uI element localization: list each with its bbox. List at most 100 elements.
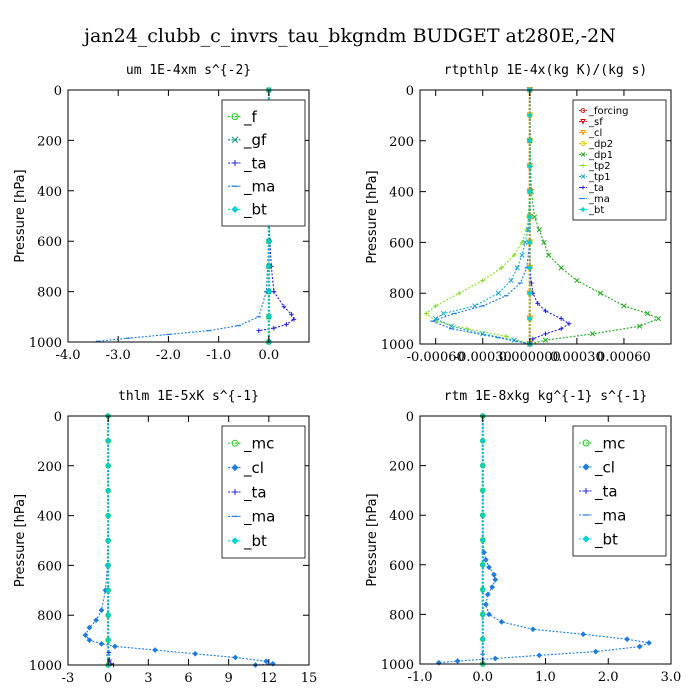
panel-2-dp1-point xyxy=(558,265,564,271)
panel-4-xtick-label: 1.0 xyxy=(535,670,556,685)
panel-2-series-bt xyxy=(526,87,533,347)
panel-2-dp1-point xyxy=(589,331,596,337)
panel-1-ta-point xyxy=(281,304,287,310)
panel-3-xtick-label: -3 xyxy=(62,671,75,686)
panel-4-title: rtm 1E-8xkg kg^{-1} s^{-1} xyxy=(444,389,648,404)
panel-3-legend-label: _ta xyxy=(243,483,267,502)
panel-2-dp1-point xyxy=(542,337,549,343)
panel-2-ylabel: Pressure [hPa] xyxy=(365,170,380,263)
panel-2-ytick-label: 400 xyxy=(389,186,414,201)
panel-3-cl-point xyxy=(98,607,105,614)
panel-2-tp2-point xyxy=(433,303,438,309)
panel-2-title: rtpthlp 1E-4x(kg K)/(kg s) xyxy=(444,63,648,78)
panel-1-legend-marker xyxy=(231,113,239,121)
panel-2-tp1-point xyxy=(514,265,520,271)
panel-2-tp1-point xyxy=(440,310,447,317)
panel-2-ta-point xyxy=(566,321,572,326)
panel-2-series-tp2 xyxy=(423,87,533,347)
panel-2-tp1-point xyxy=(480,331,486,337)
panel-2-legend-label: _tp1 xyxy=(588,172,611,183)
panel-3-ytick-label: 400 xyxy=(37,510,62,525)
panel-4-cl-point xyxy=(636,643,643,650)
panel-4-xtick-label: 0.0 xyxy=(472,670,493,685)
panel-2-legend-label: _dp1 xyxy=(588,150,613,161)
panel-4-cl-point xyxy=(483,556,489,563)
panel-2-bt-point xyxy=(526,163,533,170)
panel-1-ytick-label: 200 xyxy=(37,134,62,149)
panel-3-bt-point xyxy=(105,512,112,519)
panel-3-ylabel: Pressure [hPa] xyxy=(13,494,28,587)
panel-2-legend-label: _sf xyxy=(588,117,603,128)
panel-4-xtick-label: 2.0 xyxy=(598,670,619,685)
panel-2-legend-label: _dp2 xyxy=(588,139,613,150)
panel-4-cl-point xyxy=(646,640,652,646)
panel-4-cl-point xyxy=(492,576,499,583)
panel-2-legend-label: _bt xyxy=(588,205,604,216)
panel-1-bt-point xyxy=(265,313,272,320)
panel-1-xtick-label: -3.0 xyxy=(106,348,131,363)
panel-1-legend-marker xyxy=(231,136,239,144)
panel-1-ta-point xyxy=(256,328,262,333)
panel-3-bt-point xyxy=(105,537,112,544)
panel-4-cl-point xyxy=(454,658,461,664)
panel-2-dp1-point xyxy=(574,277,580,284)
panel-3-bt-point xyxy=(105,587,112,594)
panel-4-legend-label: _bt xyxy=(594,530,618,549)
panel-1-ytick-label: 0 xyxy=(54,84,62,99)
panel-4-bt-point xyxy=(479,561,486,568)
panel-3-legend: _mc _cl _ta _ma _bt xyxy=(221,425,306,559)
panel-3-ytick-label: 800 xyxy=(37,609,62,624)
panel-2-series-dp1 xyxy=(527,87,662,347)
panel-4-cl-point xyxy=(491,571,497,578)
panel-4-bt-point xyxy=(479,537,486,543)
panel-3-cl-point xyxy=(86,624,93,631)
panel-4-cl-point xyxy=(624,636,630,643)
panel-3-cl-point xyxy=(93,617,99,624)
panel-3-cl-point xyxy=(98,640,105,647)
panel-3: thlm 1E-5xK s^{-1} Pressure [hPa] -3 0 3 6 9 12… xyxy=(13,389,317,686)
panel-4-ytick-label: 200 xyxy=(389,460,414,475)
panel-1-frame xyxy=(67,89,310,343)
panel-4-cl-point xyxy=(498,618,505,625)
panel-4-cl-point xyxy=(483,601,489,608)
panel-2-tp2-point xyxy=(423,311,429,316)
panel-3-ytick-label: 200 xyxy=(37,460,62,475)
panel-4-cl-point xyxy=(536,652,543,659)
panel-3-ta-point xyxy=(106,650,112,655)
panel-3-bt-point xyxy=(105,487,112,494)
panel-1-xtick-label: -4.0 xyxy=(55,348,80,363)
panel-2-dp1-point xyxy=(636,323,643,329)
panel-2-legend-box xyxy=(572,99,667,221)
panel-2-bt-point xyxy=(526,112,533,119)
panel-1-ytick-label: 800 xyxy=(37,286,62,301)
panel-4-cl-point xyxy=(486,611,492,618)
panel-1-xtick-label: -1.0 xyxy=(206,348,231,363)
panel-3-bt-point xyxy=(105,562,112,569)
panel-4-cl-point xyxy=(486,564,492,571)
panel-2-legend-marker xyxy=(580,108,586,113)
panel-3-xtick-label: 0 xyxy=(104,671,112,686)
panel-3-cl-point xyxy=(269,660,276,667)
panel-4-ytick-label: 1000 xyxy=(381,658,414,673)
panel-2-legend-label: _forcing xyxy=(588,106,629,117)
panel-2-dp1-point xyxy=(621,303,627,309)
panel-2-legend-label: _ta xyxy=(588,183,604,194)
panel-2-legend-label: _ma xyxy=(588,194,610,205)
panel-1-xtick-label: 0.0 xyxy=(258,348,279,363)
panel-1-title: um 1E-4xm s^{-2} xyxy=(126,63,251,78)
panel-2-dp1-point xyxy=(655,315,662,322)
panel-4-bt-point xyxy=(479,487,486,494)
panel-4-bt-point xyxy=(479,437,486,444)
panel-3-cl-point xyxy=(232,654,239,661)
panel-2-legend-marker xyxy=(580,174,586,179)
panel-2-legend-label: _tp2 xyxy=(588,161,611,172)
panel-4-legend-label: _cl xyxy=(594,458,615,477)
panel-3-ytick-label: 1000 xyxy=(29,659,62,674)
panel-2-legend-marker xyxy=(580,130,586,136)
panel-2: rtpthlp 1E-4x(kg K)/(kg s) Pressure [hPa]… xyxy=(365,63,672,365)
panel-2-tp1-point xyxy=(511,337,517,343)
panel-4-bt-point xyxy=(479,462,486,469)
panel-2-tp2-line xyxy=(425,90,531,345)
panel-3-cl-point xyxy=(263,658,270,665)
